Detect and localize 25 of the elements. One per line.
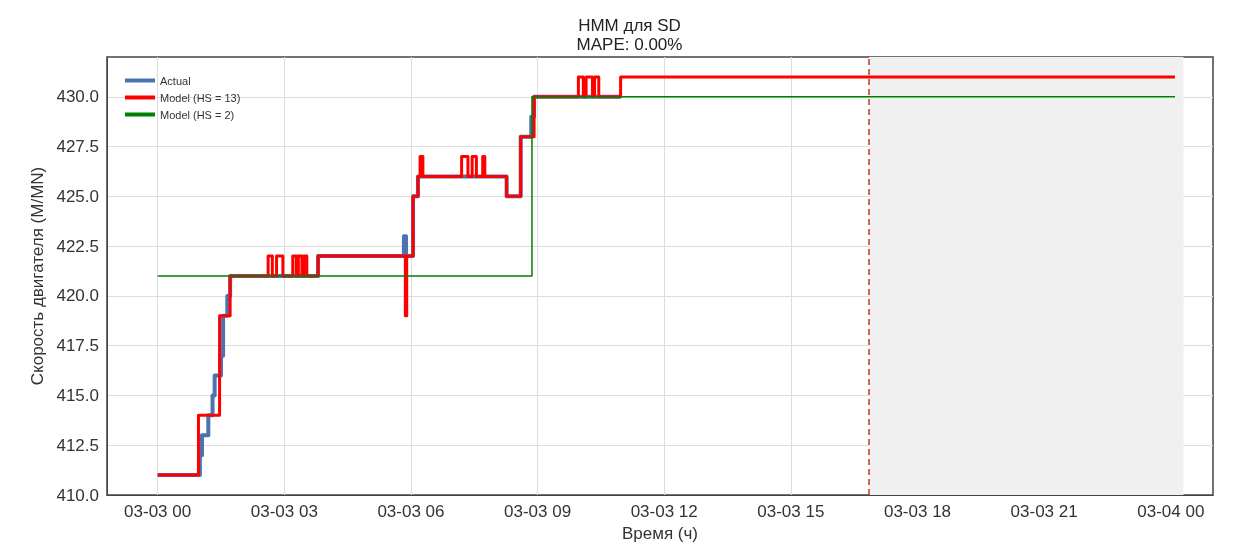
x-tick-label: 03-03 00 <box>124 502 192 521</box>
y-tick-label: 415.0 <box>56 385 99 405</box>
x-tick-label: 03-03 12 <box>630 502 698 521</box>
y-tick-label: 412.5 <box>56 435 99 455</box>
y-tick-label: 417.5 <box>56 336 99 356</box>
x-tick-label: 03-03 18 <box>883 502 952 521</box>
y-tick-label: 422.5 <box>56 236 99 256</box>
legend-label: Actual <box>160 74 191 87</box>
legend-label: Model (HS = 2) <box>160 108 235 121</box>
legend-label: Model (HS = 13) <box>160 91 241 104</box>
x-axis-title: Время (ч) <box>621 524 699 543</box>
x-tick-label: 03-03 06 <box>377 502 445 521</box>
y-tick-label: 420.0 <box>56 286 99 306</box>
chart-subtitle: MAPE: 0.00% <box>576 35 683 54</box>
y-tick-label: 410.0 <box>56 485 99 505</box>
y-tick-label: 427.5 <box>56 137 99 157</box>
x-tick-label: 03-03 21 <box>1010 502 1078 521</box>
y-axis-title: Скорость двигателя (М/МN) <box>27 166 47 386</box>
x-tick-label: 03-04 00 <box>1137 502 1205 521</box>
x-tick-label: 03-03 03 <box>250 502 318 521</box>
x-tick-label: 03-03 09 <box>504 502 572 521</box>
x-tick-label: 03-03 15 <box>757 502 825 521</box>
y-tick-label: 430.0 <box>56 87 99 107</box>
y-tick-label: 425.0 <box>56 186 99 206</box>
chart-title: HMM для SD <box>578 16 681 35</box>
